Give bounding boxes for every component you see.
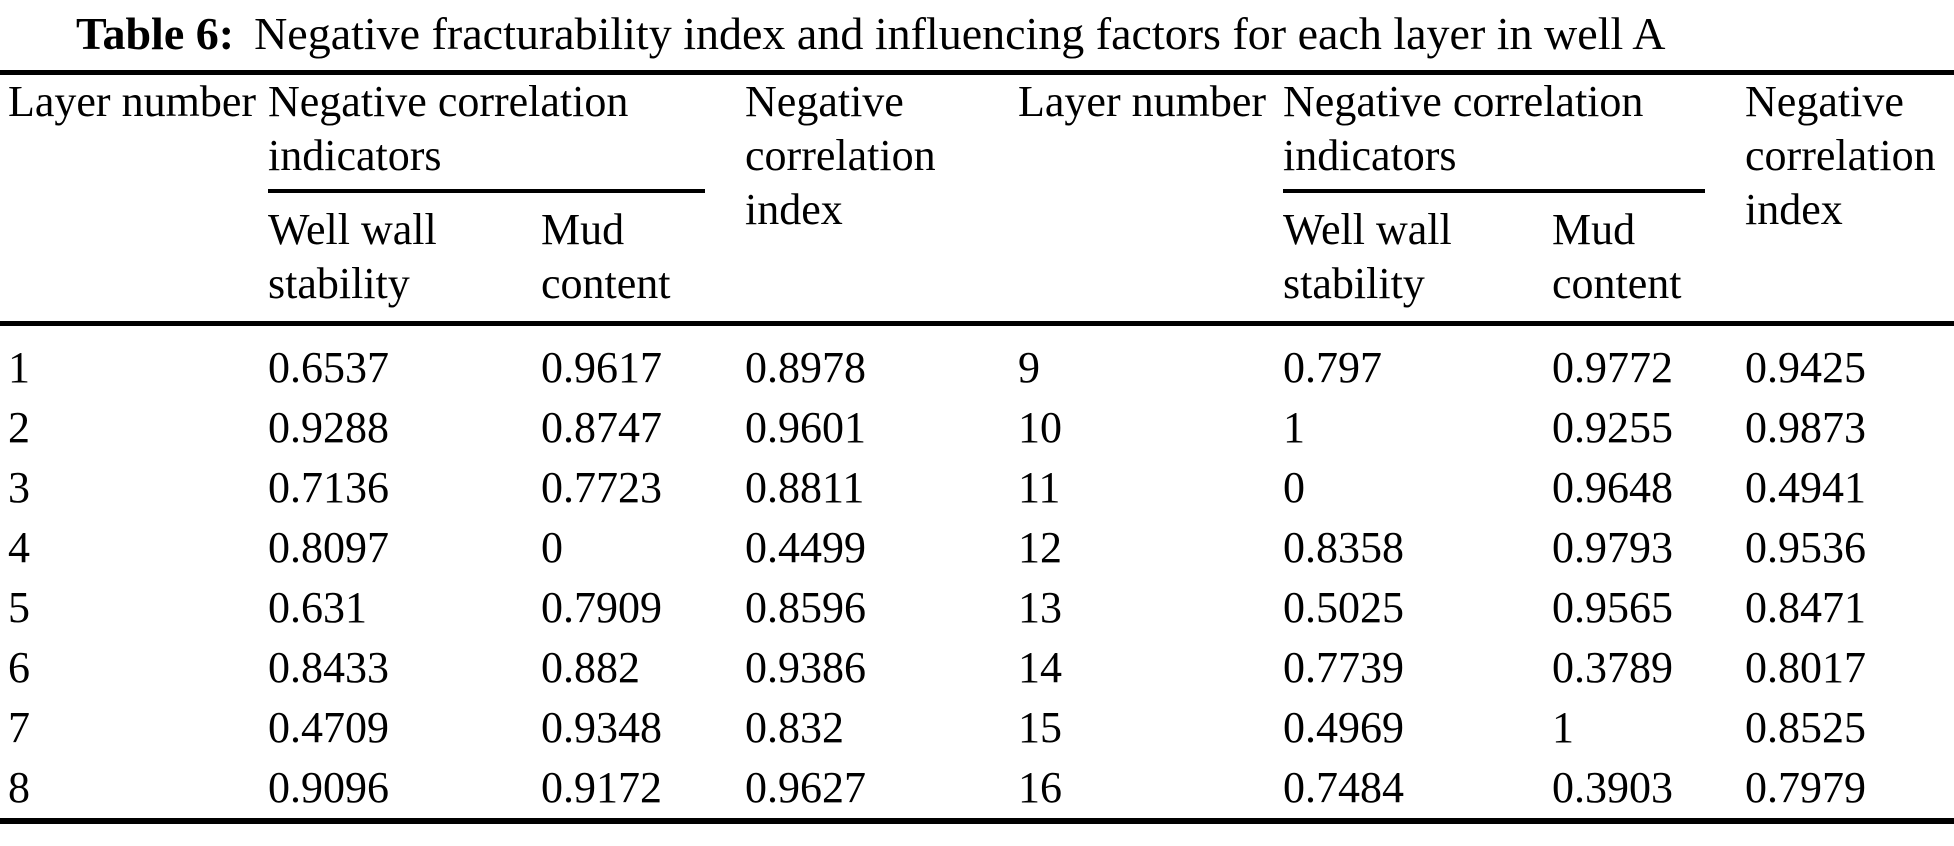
cell-well-wall-stability: 0.9096 [268, 763, 389, 812]
cell-well-wall-stability: 0.4709 [268, 703, 389, 752]
table-caption-label: Table 6: [76, 8, 235, 59]
cell-negative-correlation-index: 0.9386 [745, 643, 867, 692]
cell-negative-correlation-index: 0.8525 [1745, 703, 1867, 752]
cell-well-wall-stability: 1 [1283, 403, 1306, 452]
cell-layer-number: 13 [1018, 583, 1063, 632]
cell-layer-number: 7 [8, 703, 30, 752]
table-row: 5 0.631 0.7909 0.8596 13 0.5025 0.9565 0… [0, 578, 1954, 638]
cell-mud-content: 0.9648 [1552, 463, 1674, 512]
header-mud-content-left: Mud content [541, 205, 671, 308]
cell-layer-number: 1 [0, 321, 260, 398]
cell-well-wall-stability: 0.7739 [1283, 643, 1405, 692]
cell-negative-correlation-index: 0.8017 [1745, 643, 1867, 692]
cell-layer-number: 11 [1018, 463, 1061, 512]
cell-mud-content: 0.3903 [1552, 763, 1674, 812]
cell-mud-content: 0.9172 [541, 763, 662, 812]
table-row: 7 0.4709 0.9348 0.832 15 0.4969 1 0.8525 [0, 698, 1954, 758]
cell-mud-content: 0.3789 [1552, 643, 1674, 692]
data-table: Layer number Negative correlation indica… [0, 70, 1954, 824]
cell-mud-content: 0.9255 [1552, 403, 1674, 452]
cell-well-wall-stability: 0.8433 [268, 643, 389, 692]
table-row: 8 0.9096 0.9172 0.9627 16 0.7484 0.3903 … [0, 758, 1954, 821]
cell-negative-correlation-index: 0.832 [745, 703, 845, 752]
cell-negative-correlation-index: 0.9627 [745, 763, 867, 812]
cell-mud-content: 0.9348 [541, 703, 662, 752]
cell-layer-number: 6 [8, 643, 30, 692]
table-row: 1 0.6537 0.9617 0.8978 9 0.797 0.9772 0.… [0, 321, 1954, 398]
indicators-spanner-rule-left [268, 189, 706, 193]
cell-well-wall-stability: 0.6537 [260, 321, 533, 398]
cell-well-wall-stability: 0.5025 [1283, 583, 1405, 632]
cell-negative-correlation-index: 0.9425 [1737, 321, 1954, 398]
cell-negative-correlation-index: 0.8978 [737, 321, 1011, 398]
cell-layer-number: 14 [1018, 643, 1063, 692]
cell-mud-content: 0.882 [541, 643, 640, 692]
cell-negative-correlation-index: 0.9536 [1745, 523, 1867, 572]
cell-negative-correlation-index: 0.9873 [1745, 403, 1867, 452]
cell-mud-content: 0.7909 [541, 583, 662, 632]
table-caption-text: Negative fracturability index and influe… [254, 8, 1666, 59]
cell-layer-number: 3 [8, 463, 30, 512]
cell-well-wall-stability: 0.8358 [1283, 523, 1405, 572]
cell-mud-content: 0.9617 [533, 321, 738, 398]
cell-mud-content: 0.7723 [541, 463, 662, 512]
table-row: 4 0.8097 0 0.4499 12 0.8358 0.9793 0.953… [0, 518, 1954, 578]
header-negative-correlation-index-right: Negative correlation index [1745, 77, 1936, 234]
table-caption: Table 6: Negative fracturability index an… [0, 0, 1954, 62]
cell-well-wall-stability: 0.9288 [268, 403, 389, 452]
cell-mud-content: 0.9565 [1552, 583, 1674, 632]
header-mud-content-right: Mud content [1552, 205, 1682, 308]
header-negative-correlation-index-left: Negative correlation index [745, 77, 936, 234]
cell-well-wall-stability: 0.7484 [1283, 763, 1405, 812]
cell-well-wall-stability: 0.631 [268, 583, 367, 632]
cell-layer-number: 12 [1018, 523, 1063, 572]
cell-layer-number: 4 [8, 523, 30, 572]
table-row: 3 0.7136 0.7723 0.8811 11 0 0.9648 0.494… [0, 458, 1954, 518]
indicators-spanner-rule-right [1283, 189, 1706, 193]
cell-mud-content: 0.8747 [541, 403, 662, 452]
cell-mud-content: 0.9772 [1544, 321, 1738, 398]
table-row: 6 0.8433 0.882 0.9386 14 0.7739 0.3789 0… [0, 638, 1954, 698]
cell-negative-correlation-index: 0.8471 [1745, 583, 1867, 632]
cell-negative-correlation-index: 0.9601 [745, 403, 867, 452]
cell-layer-number: 8 [8, 763, 30, 812]
cell-well-wall-stability: 0.7136 [268, 463, 389, 512]
cell-mud-content: 0.9793 [1552, 523, 1674, 572]
header-indicators-group-left: Negative correlation indicators [260, 73, 737, 193]
cell-mud-content: 1 [1552, 703, 1575, 752]
cell-mud-content: 0 [541, 523, 563, 572]
table-row: 2 0.9288 0.8747 0.9601 10 1 0.9255 0.987… [0, 398, 1954, 458]
header-layer-number-left: Layer number [8, 77, 256, 126]
cell-well-wall-stability: 0.4969 [1283, 703, 1405, 752]
cell-negative-correlation-index: 0.4941 [1745, 463, 1867, 512]
cell-well-wall-stability: 0.8097 [268, 523, 389, 572]
cell-layer-number: 9 [1010, 321, 1276, 398]
header-indicators-group-right: Negative correlation indicators [1275, 73, 1737, 193]
cell-layer-number: 5 [8, 583, 30, 632]
cell-negative-correlation-index: 0.7979 [1745, 763, 1867, 812]
header-well-wall-stability-right: Well wall stability [1283, 205, 1452, 308]
cell-layer-number: 10 [1018, 403, 1063, 452]
cell-negative-correlation-index: 0.4499 [745, 523, 867, 572]
cell-layer-number: 2 [8, 403, 30, 452]
cell-well-wall-stability: 0.797 [1275, 321, 1545, 398]
cell-negative-correlation-index: 0.8596 [745, 583, 867, 632]
header-well-wall-stability-left: Well wall stability [268, 205, 437, 308]
cell-well-wall-stability: 0 [1283, 463, 1306, 512]
header-layer-number-right: Layer number [1018, 77, 1267, 126]
header-indicators-group-left-label: Negative correlation indicators [268, 77, 629, 180]
cell-negative-correlation-index: 0.8811 [745, 463, 865, 512]
cell-layer-number: 16 [1018, 763, 1063, 812]
header-indicators-group-right-label: Negative correlation indicators [1283, 77, 1644, 180]
cell-layer-number: 15 [1018, 703, 1063, 752]
